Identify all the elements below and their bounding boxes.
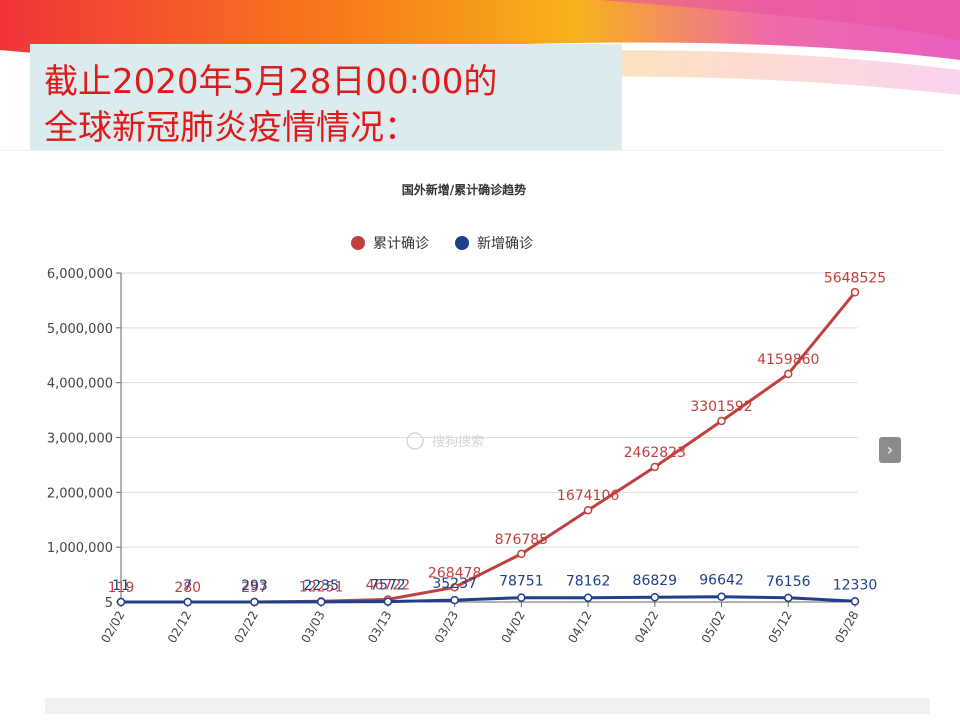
y-tick-label: 5,000,000 [47,322,113,337]
data-label: 268478 [428,565,481,581]
data-label: 280 [174,580,201,596]
slide-title-line-1: 截止2020年5月28日00:00的 [44,62,498,102]
data-label: 35237 [432,576,477,592]
x-tick-label: 05/02 [699,609,728,646]
x-tick-label: 05/28 [832,609,861,646]
x-tick-label: 03/23 [432,609,461,646]
data-point [650,592,660,602]
data-point [717,592,726,601]
x-tick-label: 03/13 [365,609,394,646]
y-tick-label: 2,000,000 [47,486,113,501]
data-labels: 119 280 297 12251 46722 268478 876785 1674106 24… [108,270,887,596]
data-label: 2462823 [624,445,686,461]
data-label: 96642 [699,573,744,589]
data-label: 12330 [833,577,878,593]
y-axis: 5 1,000,000 2,000,000 3,000,000 4,000,000 5,0… [47,267,122,611]
x-tick-label: 02/02 [98,609,127,646]
series-line-2 [121,595,856,604]
watermark: 搜狗搜索 [432,435,484,450]
data-label: 297 [241,580,268,596]
data-point [450,595,459,605]
data-point [850,288,860,297]
legend: 累计确诊 新增确诊 [351,236,533,252]
x-tick-label: 04/12 [565,609,594,646]
y-tick-label: 1,000,000 [47,541,113,556]
data-point [650,462,660,472]
x-axis: 02/02 02/12 02/22 03/03 03/13 03/23 04/02 04/12… [98,601,862,646]
data-point [183,597,192,607]
data-label: 5648525 [824,270,886,286]
data-label: 293 [241,578,268,594]
data-label: 86829 [633,573,678,589]
line-chart: 搜狗搜索 国外新增/累计确诊趋势 累计确诊 新增确诊 5 1,000,000 2,00… [47,182,887,646]
chart-screenshot: 搜狗搜索 国外新增/累计确诊趋势 累计确诊 新增确诊 5 1,000,000 2,00… [0,150,945,701]
y-tick-label: 5 [105,596,113,611]
data-label: 7572 [370,578,406,594]
x-tick-label: 04/22 [632,609,661,646]
data-label: 2235 [303,578,339,594]
y-tick-label: 3,000,000 [47,432,113,447]
watermark-icon [406,432,424,450]
data-label: 78162 [566,574,611,590]
x-tick-label: 04/02 [499,609,528,646]
legend-marker-2 [455,236,469,250]
data-point [583,505,593,515]
data-label: 12251 [299,579,344,595]
data-label: 4159860 [757,352,819,368]
x-tick-label: 02/12 [165,609,194,646]
legend-label-2: 新增确诊 [477,236,533,252]
data-label: 11 [112,578,130,594]
data-label: 7 [183,578,192,594]
chevron-right-icon: › [886,440,894,459]
data-label: 46722 [366,577,411,593]
data-points [116,288,860,607]
legend-marker-1 [351,236,365,250]
data-point [116,597,126,607]
data-point [250,597,259,607]
data-point [784,593,793,603]
next-button[interactable]: › [879,437,901,463]
footer-strip [45,698,930,714]
data-point [517,549,526,559]
legend-label-1: 累计确诊 [373,236,429,252]
data-label: 119 [108,580,135,596]
data-label: 876785 [495,532,548,548]
y-tick-label: 6,000,000 [47,267,113,282]
y-tick-label: 4,000,000 [47,377,113,392]
data-point [583,593,593,602]
data-point [517,593,526,602]
x-tick-label: 03/03 [298,609,327,646]
slide-title-line-2: 全球新冠肺炎疫情情况： [44,108,418,148]
slide-title-box: 截止2020年5月28日00:00的 全球新冠肺炎疫情情况： [30,44,622,156]
data-label: 78751 [499,574,544,590]
x-tick-label: 02/22 [232,609,261,646]
chart-title: 国外新增/累计确诊趋势 [402,182,526,197]
data-point [717,416,726,426]
series-lines [121,291,857,604]
data-point [383,597,393,606]
gridlines [121,272,858,548]
data-label: 3301592 [690,399,752,415]
data-label: 1674106 [557,488,619,504]
data-point [450,583,459,592]
x-tick-label: 05/12 [765,609,794,646]
data-point [850,597,860,606]
data-point [784,369,793,379]
data-point [316,597,326,607]
data-label: 76156 [766,574,811,590]
series-line-1 [121,291,857,604]
